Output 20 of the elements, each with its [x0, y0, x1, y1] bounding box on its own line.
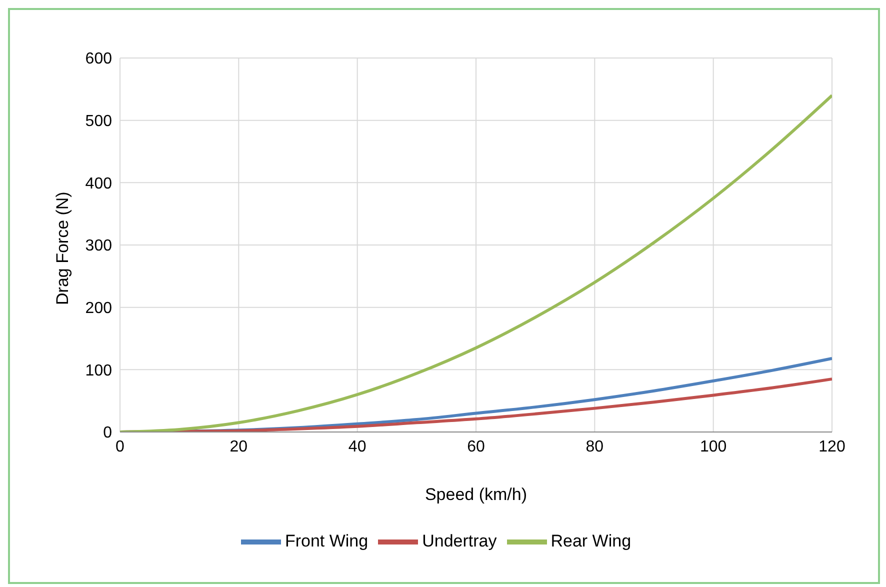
x-tick-label: 0	[116, 438, 125, 456]
y-tick-label: 300	[85, 238, 112, 255]
x-tick-label: 80	[586, 438, 604, 456]
y-tick-label: 500	[85, 113, 112, 130]
x-tick-label: 120	[818, 438, 846, 456]
line-series	[120, 94, 832, 432]
y-tick-label: 100	[85, 362, 112, 380]
legend-label: Rear Wing	[550, 531, 632, 550]
x-tick-label: 60	[467, 438, 485, 456]
x-tick-label: 40	[348, 438, 366, 456]
x-tick-label: 100	[700, 438, 727, 456]
y-tick-label: 200	[85, 300, 112, 318]
legend-label: Undertray	[422, 531, 497, 550]
y-tick-label: 0	[103, 424, 112, 442]
y-tick-label: 600	[85, 50, 112, 68]
x-axis-title: Speed (km/h)	[424, 485, 528, 504]
y-tick-label: 400	[85, 175, 112, 192]
y-axis-title: Drag Force (N)	[53, 192, 72, 305]
x-tick-label: 20	[230, 438, 248, 456]
legend-label: Front Wing	[284, 531, 368, 550]
